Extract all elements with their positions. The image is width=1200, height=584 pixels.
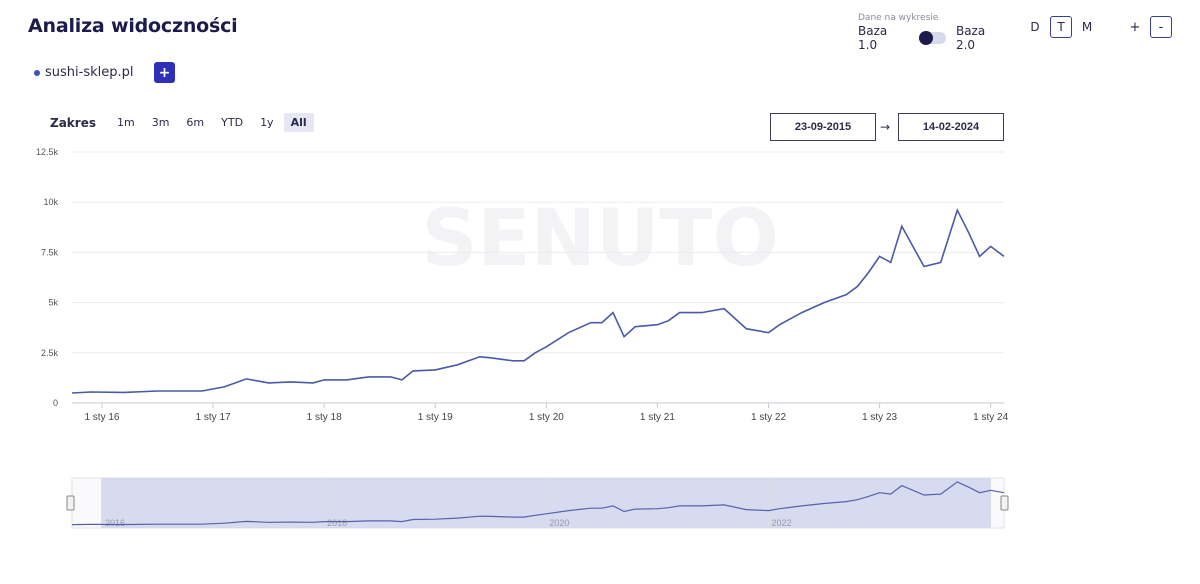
y-tick-label: 7.5k (41, 247, 59, 257)
navigator-year-label: 2022 (772, 518, 792, 528)
switch-knob[interactable] (919, 31, 934, 45)
period-button-t[interactable]: T (1050, 16, 1072, 38)
toggle-caption: Dane na wykresie (858, 13, 939, 23)
data-source-switch[interactable] (919, 31, 946, 45)
add-domain-button[interactable]: + (154, 62, 175, 83)
range-label: Zakres (50, 115, 96, 130)
date-from-input[interactable]: 23-09-2015 (770, 113, 876, 141)
y-tick-label: 0 (53, 398, 58, 408)
page-title: Analiza widoczności (28, 15, 238, 37)
period-button-d[interactable]: D (1030, 20, 1040, 34)
x-tick-label: 1 sty 22 (751, 412, 786, 423)
x-tick-label: 1 sty 16 (84, 412, 119, 423)
range-button-3m[interactable]: 3m (151, 116, 170, 129)
period-selector: D T M (1024, 16, 1098, 38)
y-tick-label: 10k (43, 197, 58, 207)
y-tick-label: 12.5k (36, 147, 59, 157)
period-button-m[interactable]: M (1081, 20, 1093, 34)
y-tick-label: 2.5k (41, 348, 59, 358)
x-tick-label: 1 sty 17 (196, 412, 231, 423)
navigator-year-label: 2016 (105, 518, 125, 528)
range-button-ytd[interactable]: YTD (221, 116, 244, 129)
x-tick-label: 1 sty 19 (418, 412, 453, 423)
zoom-out-button[interactable]: - (1150, 16, 1172, 38)
navigator[interactable]: 2016 2018 2020 2022 (66, 477, 1009, 529)
watermark: SENUTO (421, 194, 779, 284)
toggle-right-label: Baza 2.0 (955, 24, 986, 52)
x-tick-label: 1 sty 18 (307, 412, 342, 423)
range-button-6m[interactable]: 6m (186, 116, 205, 129)
range-selector: Zakres 1m 3m 6m YTD 1y All (50, 113, 317, 132)
navigator-year-label: 2020 (549, 518, 569, 528)
navigator-year-label: 2018 (327, 518, 347, 528)
range-button-all[interactable]: All (283, 113, 314, 132)
x-tick-label: 1 sty 21 (640, 412, 675, 423)
zoom-controls: + - (1124, 16, 1172, 38)
x-tick-label: 1 sty 24 (973, 412, 1008, 423)
zoom-in-button[interactable]: + (1129, 19, 1141, 35)
x-tick-label: 1 sty 20 (529, 412, 564, 423)
date-range-arrow: → (880, 120, 891, 134)
range-button-1y[interactable]: 1y (260, 116, 274, 129)
date-to-input[interactable]: 14-02-2024 (898, 113, 1004, 141)
domain-label: sushi-sklep.pl (45, 65, 134, 80)
range-button-1m[interactable]: 1m (116, 116, 135, 129)
domain-color-dot (34, 69, 40, 76)
domain-legend-item[interactable]: sushi-sklep.pl (34, 65, 134, 80)
navigator-handle-right[interactable] (1000, 495, 1009, 511)
series-line (71, 208, 1005, 394)
toggle-left-label: Baza 1.0 (858, 24, 888, 52)
navigator-line (71, 481, 1005, 526)
y-tick-label: 5k (48, 298, 58, 308)
x-tick-label: 1 sty 23 (862, 412, 897, 423)
navigator-handle-left[interactable] (66, 495, 75, 511)
data-source-toggle: Dane na wykresie Baza 1.0 Baza 2.0 (858, 13, 1008, 52)
